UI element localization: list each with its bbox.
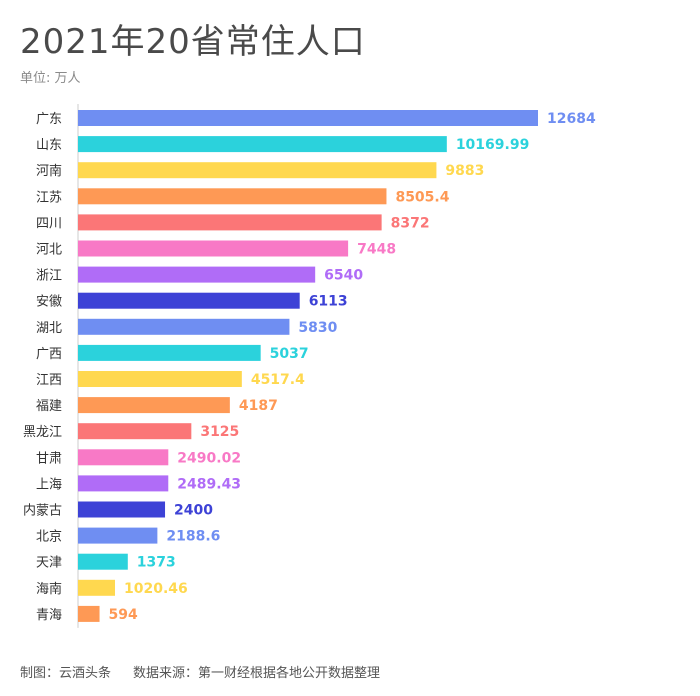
value-label: 1020.46 [124, 581, 188, 597]
bar [78, 344, 261, 361]
bar [78, 318, 290, 335]
footer: 制图：云酒头条 数据来源：第一财经根据各地公开数据整理 [20, 662, 402, 681]
value-label: 8505.4 [395, 189, 449, 205]
category-label: 海南 [36, 581, 62, 597]
bar [78, 266, 316, 283]
value-label: 3125 [200, 424, 239, 440]
bar [78, 605, 100, 622]
value-label: 8372 [391, 215, 430, 231]
value-label: 6113 [309, 294, 348, 310]
value-label: 12684 [547, 111, 596, 127]
bar [78, 449, 169, 466]
category-label: 四川 [36, 216, 62, 231]
category-label: 内蒙古 [23, 503, 62, 519]
category-label: 江西 [36, 373, 62, 388]
category-label: 福建 [36, 399, 62, 414]
value-label: 7448 [357, 242, 396, 258]
category-label: 广西 [36, 347, 62, 362]
bar-chart: 广东 12684 山东 10169.99 河南 9883 江苏 8505.4 四川 8372 河北 7… [23, 104, 596, 628]
value-label: 2188.6 [166, 529, 220, 545]
value-label: 2489.43 [177, 476, 241, 492]
bar [78, 397, 230, 414]
value-label: 1373 [137, 555, 176, 571]
category-label: 黑龙江 [23, 425, 62, 440]
bar [78, 423, 192, 440]
category-label: 山东 [36, 138, 62, 153]
footer-credit: 制图：云酒头条 [20, 666, 112, 681]
value-label: 6540 [324, 268, 363, 284]
value-label: 594 [109, 607, 138, 623]
bar [78, 292, 300, 309]
bar [78, 527, 158, 544]
category-label: 青海 [36, 608, 62, 623]
bar [78, 240, 349, 257]
value-label: 2490.02 [177, 450, 241, 466]
category-label: 河南 [36, 163, 62, 179]
value-label: 9883 [445, 163, 484, 179]
category-label: 甘肃 [36, 451, 62, 466]
bar [78, 214, 382, 231]
value-label: 4517.4 [251, 372, 305, 388]
category-label: 北京 [36, 530, 62, 545]
value-label: 5830 [298, 320, 337, 336]
bar [78, 475, 169, 492]
category-label: 天津 [36, 556, 62, 571]
bars-layer: 广东 12684 山东 10169.99 河南 9883 江苏 8505.4 四川 8372 河北 7… [23, 110, 596, 623]
category-label: 江苏 [36, 189, 62, 205]
bar [78, 136, 447, 153]
bar [78, 553, 128, 570]
bar [78, 579, 116, 596]
value-label: 10169.99 [456, 137, 530, 153]
category-label: 浙江 [36, 269, 62, 284]
value-label: 4187 [239, 398, 278, 414]
footer-source: 数据来源：第一财经根据各地公开数据整理 [133, 666, 381, 681]
bar [78, 162, 437, 179]
unit-label: 单位: 万人 [20, 71, 81, 86]
category-label: 安徽 [36, 295, 62, 310]
category-label: 湖北 [36, 321, 62, 336]
chart-title: 2021年20省常住人口 [20, 22, 366, 62]
bar [78, 501, 166, 518]
bar [78, 110, 538, 126]
bar [78, 371, 242, 387]
value-label: 2400 [174, 503, 213, 519]
category-label: 河北 [36, 243, 62, 258]
category-label: 上海 [36, 477, 62, 492]
value-label: 5037 [270, 346, 309, 362]
category-label: 广东 [36, 112, 62, 127]
bar [78, 188, 387, 205]
